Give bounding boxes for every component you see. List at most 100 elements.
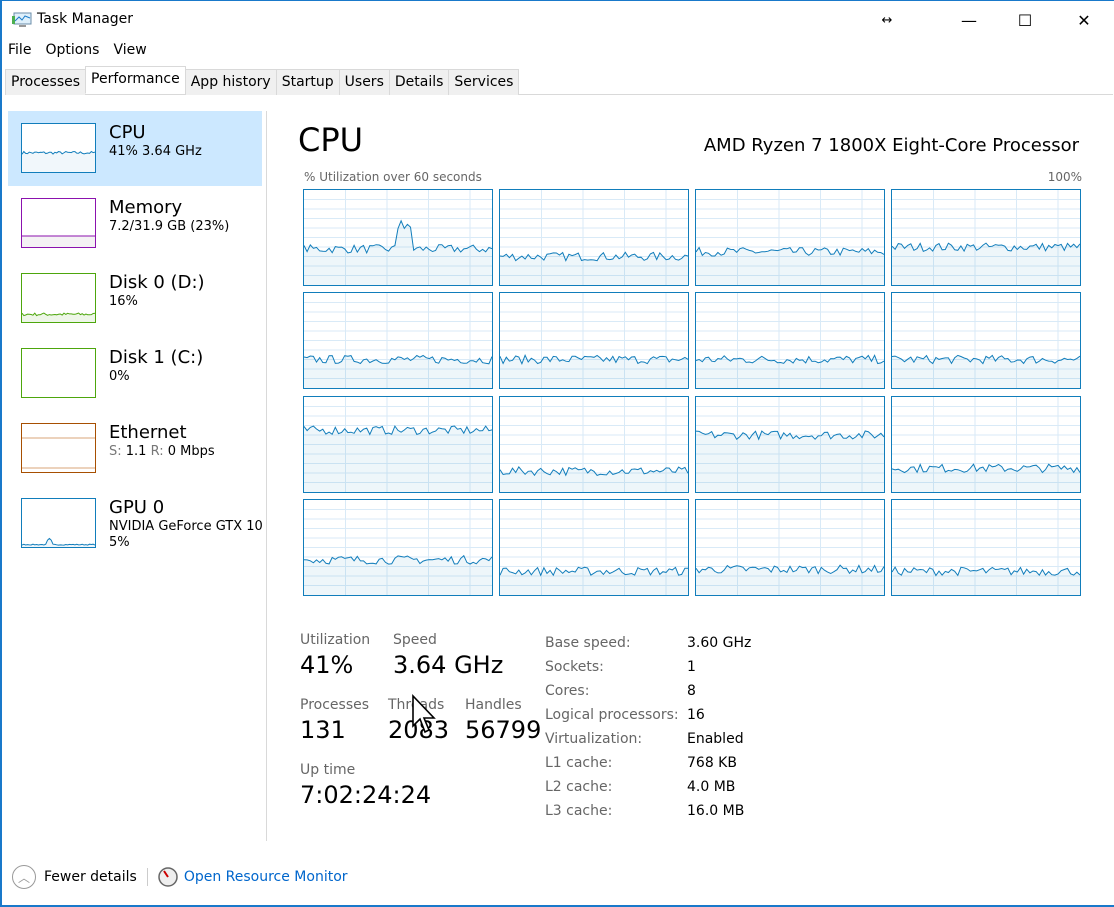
thumbnail-line	[22, 235, 95, 247]
sidebar-item-text: CPU 41% 3.64 GHz	[109, 122, 262, 159]
core-graph	[695, 499, 885, 596]
stat-handles: Handles 56799	[465, 697, 541, 744]
core-graph	[695, 396, 885, 493]
sidebar-item-text: Disk 0 (D:) 16%	[109, 272, 262, 309]
detail-value: 4.0 MB	[687, 779, 736, 795]
tab-app-history[interactable]: App history	[184, 69, 277, 95]
core-line	[891, 500, 1081, 595]
sidebar-item-text: Disk 1 (C:) 0%	[109, 347, 262, 384]
core-graph	[303, 189, 493, 286]
thumbnail-graph	[21, 273, 96, 323]
sidebar-item-sub: 41% 3.64 GHz	[109, 144, 202, 159]
sidebar-item-sub: NVIDIA GeForce GTX 10	[109, 519, 262, 534]
divider	[146, 868, 148, 886]
thumbnail-line	[21, 312, 96, 322]
fewer-details-button[interactable]: Fewer details	[44, 869, 137, 885]
sidebar-item-label: CPU	[109, 122, 146, 143]
detail-row: Sockets: 1	[545, 655, 751, 679]
core-graph	[499, 189, 689, 286]
stat-value: 7:02:24:24	[300, 781, 432, 809]
core-line	[499, 293, 689, 388]
stat-value: 41%	[300, 651, 354, 679]
ethernet-sub-s: 1.1	[125, 444, 147, 459]
detail-value: 16.0 MB	[687, 803, 745, 819]
title-bar[interactable]: Task Manager ↔ — ☐ ✕	[2, 1, 1114, 39]
menu-options[interactable]: Options	[45, 42, 100, 58]
sidebar-item-text: GPU 0 NVIDIA GeForce GTX 10 5%	[109, 497, 262, 550]
detail-label: Cores:	[545, 683, 590, 699]
detail-value: 8	[687, 683, 696, 699]
thumbnail-graph	[21, 423, 96, 473]
sidebar-item-sub2: 5%	[109, 535, 130, 550]
sidebar-item-sub: S: 1.1 R: 0 Mbps	[109, 444, 262, 459]
menu-file[interactable]: File	[8, 42, 32, 58]
sidebar-item-label: Disk 0 (D:)	[109, 272, 205, 293]
graph-label: % Utilization over 60 seconds	[304, 170, 482, 184]
thumbnail-line	[22, 349, 95, 397]
sidebar-item-label: GPU 0	[109, 497, 165, 518]
footer: ︿ Fewer details Open Resource Monitor	[12, 865, 348, 889]
detail-row: L3 cache: 16.0 MB	[545, 799, 751, 823]
detail-label: Logical processors:	[545, 707, 679, 723]
thumbnail-line	[22, 437, 95, 469]
sidebar-item-disk-0-d[interactable]: Disk 0 (D:) 16%	[8, 261, 262, 336]
core-line	[303, 500, 493, 595]
ethernet-sub-r-label: R:	[150, 444, 164, 459]
minimize-button[interactable]: —	[961, 10, 977, 30]
core-line	[891, 293, 1081, 388]
detail-value: 16	[687, 707, 705, 723]
window-title: Task Manager	[37, 11, 134, 27]
menu-bar: File Options View	[8, 42, 147, 58]
tab-processes[interactable]: Processes	[5, 69, 87, 95]
core-line	[695, 500, 885, 595]
stat-utilization: Utilization 41%	[300, 632, 370, 679]
thumbnail-graph	[21, 498, 96, 548]
sidebar-item-ethernet[interactable]: Ethernet S: 1.1 R: 0 Mbps	[8, 411, 262, 486]
core-graph	[695, 292, 885, 389]
detail-row: Virtualization: Enabled	[545, 727, 751, 751]
menu-view[interactable]: View	[113, 42, 147, 58]
core-graph	[499, 499, 689, 596]
detail-label: L1 cache:	[545, 755, 613, 771]
sidebar-item-disk-1-c[interactable]: Disk 1 (C:) 0%	[8, 336, 262, 411]
maximize-button[interactable]: ☐	[1017, 10, 1033, 30]
core-graph	[499, 292, 689, 389]
core-graph	[695, 189, 885, 286]
resource-sidebar: CPU 41% 3.64 GHz Memory 7.2/31.9 GB (23%) Di…	[8, 111, 262, 561]
core-graph	[891, 396, 1081, 493]
sidebar-item-gpu-0[interactable]: GPU 0 NVIDIA GeForce GTX 10 5%	[8, 486, 262, 561]
core-line	[499, 190, 689, 285]
stat-processes: Processes 131	[300, 697, 369, 744]
stat-label: Handles	[465, 697, 522, 713]
tab-details[interactable]: Details	[388, 69, 450, 95]
tab-users[interactable]: Users	[338, 69, 390, 95]
divider	[266, 111, 267, 841]
detail-value: 768 KB	[687, 755, 737, 771]
core-graph	[303, 499, 493, 596]
core-line	[891, 190, 1081, 285]
detail-row: Base speed: 3.60 GHz	[545, 631, 751, 655]
sidebar-item-text: Ethernet S: 1.1 R: 0 Mbps	[109, 422, 262, 459]
core-line	[303, 190, 493, 285]
resize-cursor-icon: ↔	[881, 12, 893, 28]
sidebar-item-memory[interactable]: Memory 7.2/31.9 GB (23%)	[8, 186, 262, 261]
core-graphs	[303, 189, 1082, 596]
graph-max-label: 100%	[1047, 170, 1082, 184]
core-line	[499, 500, 689, 595]
thumbnail-graph	[21, 198, 96, 248]
stat-value: 3.64 GHz	[393, 651, 504, 679]
core-graph	[891, 189, 1081, 286]
stat-speed: Speed 3.64 GHz	[393, 632, 503, 679]
detail-label: Virtualization:	[545, 731, 643, 747]
core-line	[303, 293, 493, 388]
tab-performance[interactable]: Performance	[85, 66, 186, 94]
core-graph	[891, 292, 1081, 389]
close-button[interactable]: ✕	[1077, 10, 1091, 30]
core-line	[499, 397, 689, 492]
sidebar-item-cpu[interactable]: CPU 41% 3.64 GHz	[8, 111, 262, 186]
open-resource-monitor-link[interactable]: Open Resource Monitor	[183, 869, 348, 885]
tab-services[interactable]: Services	[448, 69, 520, 95]
tab-startup[interactable]: Startup	[275, 69, 340, 95]
detail-row: Cores: 8	[545, 679, 751, 703]
chevron-up-icon[interactable]: ︿	[12, 865, 36, 889]
